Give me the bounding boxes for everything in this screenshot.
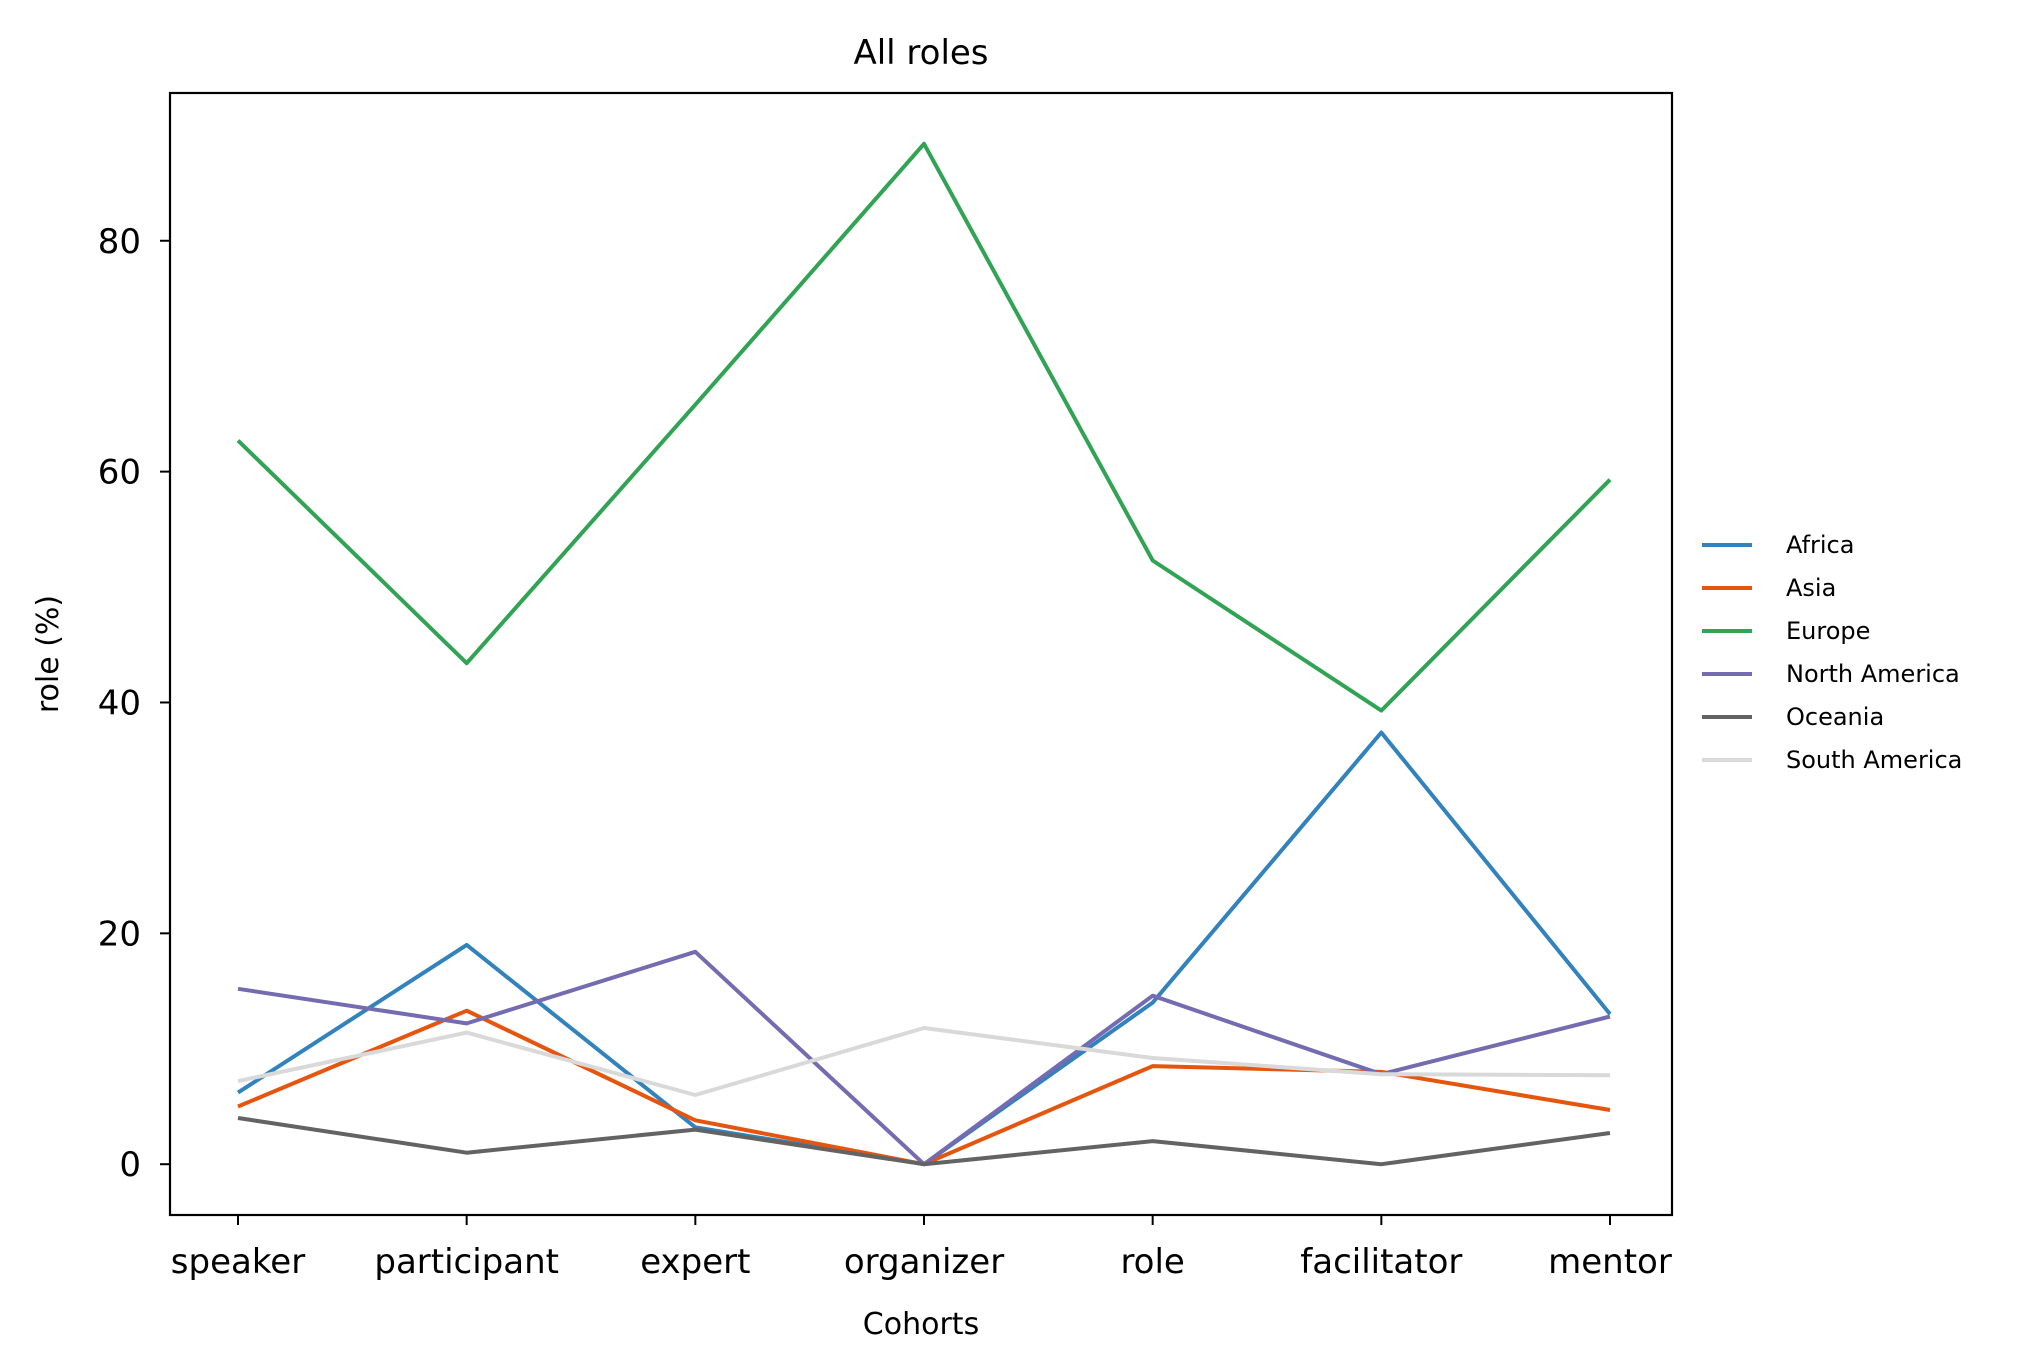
y-tick-label: 20 [98,914,141,954]
x-tick-label: role [1120,1242,1184,1282]
x-tick-label: organizer [844,1242,1004,1282]
series-layer [236,141,1612,1167]
legend-label: Africa [1786,531,1854,559]
x-tick-label: facilitator [1300,1242,1462,1282]
series-line-north-america [237,949,1611,1167]
series-line-asia [237,1008,1611,1167]
plot-area-frame [168,91,1674,1217]
series-line-south-america [237,1026,1611,1097]
series-line-europe [236,141,1612,713]
legend-label: Asia [1786,574,1836,602]
legend-label: South America [1786,746,1962,774]
x-tick-label: mentor [1548,1242,1672,1282]
x-tick-label: expert [640,1242,750,1282]
y-tick-label: 60 [98,453,141,493]
y-axis-label: role (%) [31,595,66,713]
chart-title: All roles [853,33,988,73]
series-line-oceania [237,1116,1611,1167]
series-line-africa [236,730,1612,1167]
y-axis: 0 20 40 60 80 [98,222,170,1185]
y-tick-label: 40 [98,683,141,723]
y-tick-label: 0 [119,1145,141,1185]
legend-label: Europe [1786,617,1870,645]
y-tick-label: 80 [98,222,141,262]
x-tick-label: participant [374,1242,559,1282]
legend-label: North America [1786,660,1960,688]
x-axis-label: Cohorts [863,1307,979,1342]
legend-label: Oceania [1786,703,1884,731]
x-axis: speaker participant expert organizer role fac… [171,1215,1672,1282]
x-tick-label: speaker [171,1242,305,1282]
legend: Africa Asia Europe North America Oceania Sout… [1702,531,1962,774]
